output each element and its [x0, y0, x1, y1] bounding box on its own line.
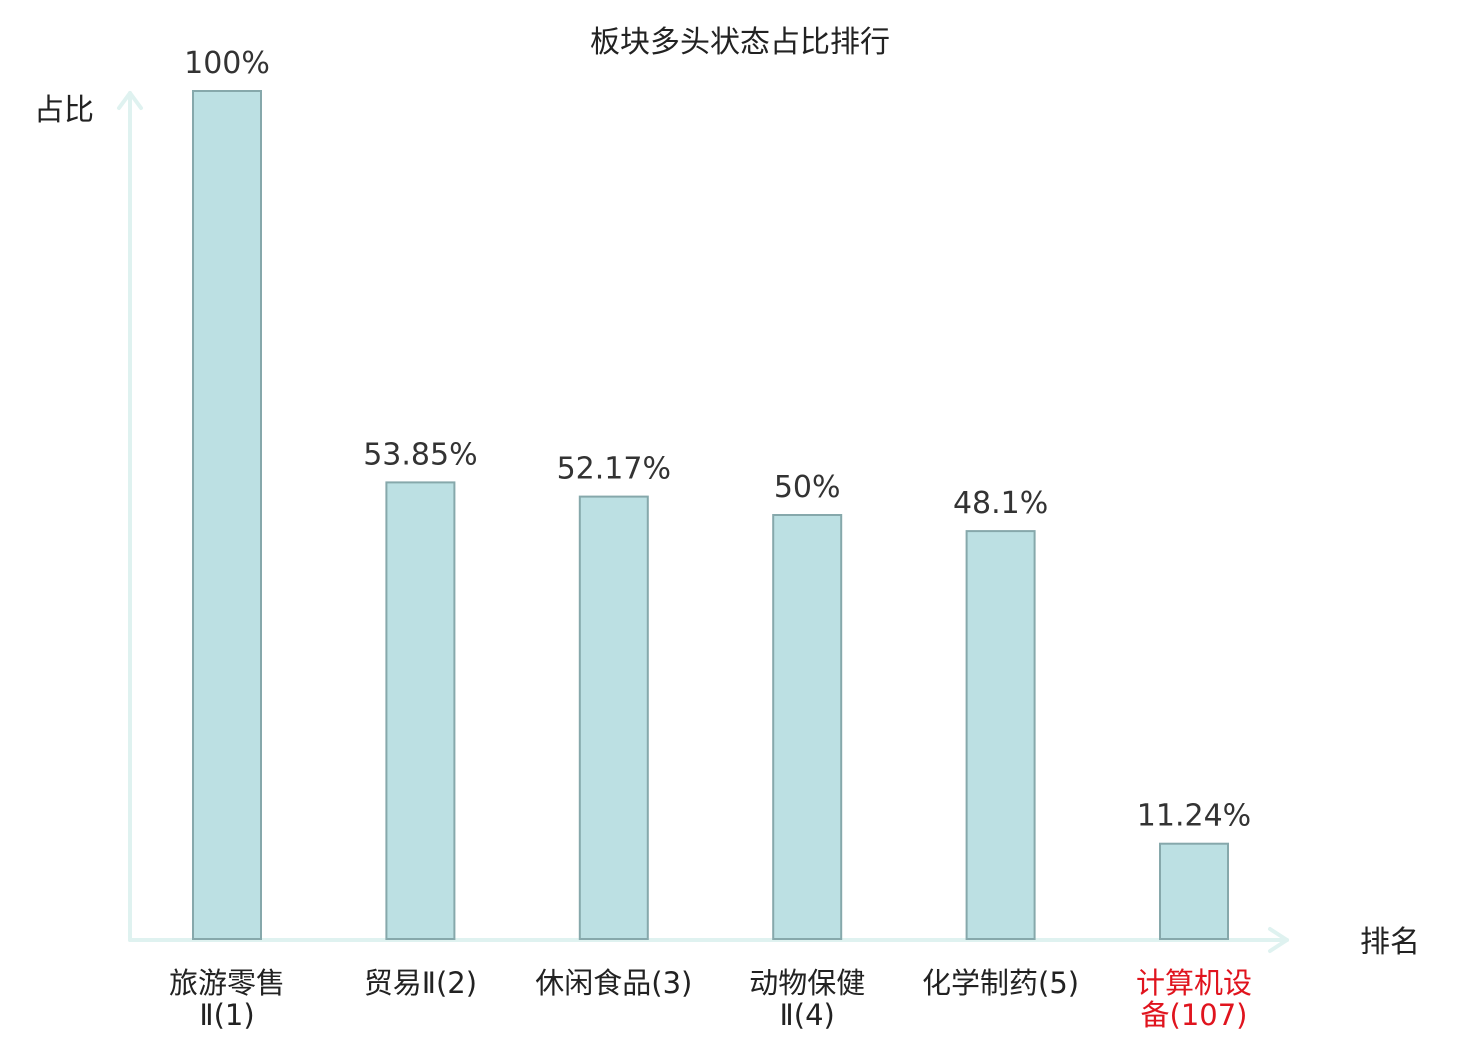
- x-tick-label: 动物保健: [749, 966, 865, 1000]
- x-tick-label: 休闲食品(3): [535, 966, 692, 1000]
- x-axis-arrow: [1268, 927, 1289, 953]
- bar-value-label: 53.85%: [363, 437, 477, 472]
- bar-value-label: 100%: [184, 46, 270, 81]
- x-tick-label: Ⅱ(4): [780, 998, 835, 1032]
- bar: [192, 90, 262, 940]
- bar: [385, 481, 456, 940]
- y-axis: [117, 91, 143, 942]
- bar: [1159, 842, 1229, 941]
- y-axis-title: 占比: [34, 93, 94, 128]
- x-tick-label: 备(107): [1141, 998, 1248, 1032]
- value-labels: 100% 53.85% 52.17% 50% 48.1% 11.24%: [184, 46, 1251, 834]
- bar-series: [192, 90, 1229, 941]
- x-tick-label: 旅游零售: [169, 966, 285, 1000]
- x-tick-label: Ⅱ(1): [199, 998, 254, 1032]
- x-tick-label: 化学制药(5): [922, 966, 1079, 1000]
- chart-title: 板块多头状态占比排行: [590, 25, 890, 60]
- bar-value-label: 48.1%: [953, 486, 1048, 521]
- y-axis-arrow: [117, 91, 143, 110]
- bar-value-label: 50%: [774, 470, 841, 505]
- bar: [965, 530, 1036, 940]
- bar: [772, 514, 843, 940]
- x-tick-label: 贸易Ⅱ(2): [364, 966, 477, 1000]
- bar-value-label: 11.24%: [1137, 799, 1251, 834]
- bar-value-label: 52.17%: [557, 452, 671, 487]
- bar: [578, 495, 649, 940]
- x-tick-label: 计算机设: [1136, 966, 1252, 1000]
- x-axis-title: 排名: [1360, 925, 1420, 960]
- x-axis: [128, 927, 1289, 953]
